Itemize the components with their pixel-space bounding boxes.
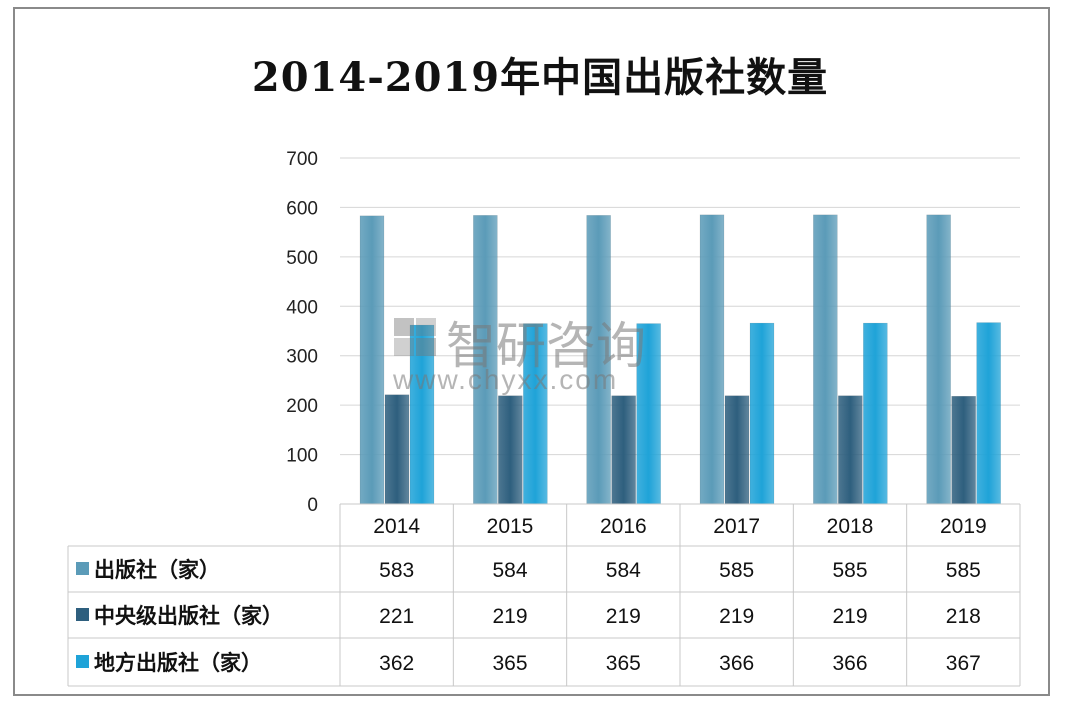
x-tick-label: 2016 — [600, 515, 647, 538]
bar — [409, 324, 435, 505]
bar — [749, 322, 775, 505]
x-tick-label: 2018 — [827, 515, 874, 538]
data-label: 365 — [492, 652, 527, 675]
legend-label: 地方出版社（家） — [94, 651, 262, 675]
data-label: 218 — [946, 605, 981, 628]
legend-label: 中央级出版社（家） — [94, 604, 283, 628]
legend-label: 出版社（家） — [94, 558, 220, 582]
bar — [586, 215, 611, 505]
x-tick-label: 2014 — [373, 515, 420, 538]
data-label: 219 — [832, 605, 867, 628]
data-label: 219 — [606, 605, 641, 628]
data-label: 584 — [492, 559, 527, 582]
data-label: 585 — [946, 559, 981, 582]
chart-title: 2014-2019年中国出版社数量 — [251, 54, 829, 101]
bar — [724, 395, 750, 505]
data-label: 219 — [719, 605, 754, 628]
bar — [976, 322, 1001, 505]
data-label: 219 — [492, 605, 527, 628]
bar — [813, 214, 838, 505]
bar — [951, 395, 976, 505]
x-tick-label: 2017 — [713, 515, 760, 538]
data-label: 365 — [606, 652, 641, 675]
bar — [926, 214, 951, 505]
data-label: 366 — [719, 652, 754, 675]
y-tick-label: 300 — [286, 347, 318, 368]
y-tick-label: 700 — [286, 149, 318, 170]
bar — [498, 395, 523, 505]
data-label: 584 — [606, 559, 641, 582]
bar — [863, 322, 888, 505]
legend-swatch — [76, 655, 89, 668]
x-tick-label: 2019 — [940, 515, 987, 538]
bar — [838, 395, 863, 505]
y-tick-label: 100 — [286, 446, 318, 467]
legend-swatch — [76, 608, 89, 621]
y-tick-label: 500 — [286, 248, 318, 269]
y-tick-label: 400 — [286, 297, 318, 318]
data-label: 366 — [832, 652, 867, 675]
data-label: 221 — [379, 605, 414, 628]
bar — [384, 394, 410, 505]
y-tick-label: 0 — [307, 495, 318, 516]
bar — [611, 395, 636, 505]
data-label: 362 — [379, 652, 414, 675]
data-label: 585 — [832, 559, 867, 582]
bar — [523, 323, 548, 505]
bar — [473, 215, 498, 505]
data-label: 585 — [719, 559, 754, 582]
y-tick-label: 600 — [286, 198, 318, 219]
x-tick-label: 2015 — [487, 515, 534, 538]
data-label: 583 — [379, 559, 414, 582]
bar — [359, 215, 385, 505]
bar — [699, 214, 725, 505]
legend-swatch — [76, 562, 89, 575]
bar — [636, 323, 661, 505]
data-label: 367 — [946, 652, 981, 675]
y-tick-label: 200 — [286, 396, 318, 417]
